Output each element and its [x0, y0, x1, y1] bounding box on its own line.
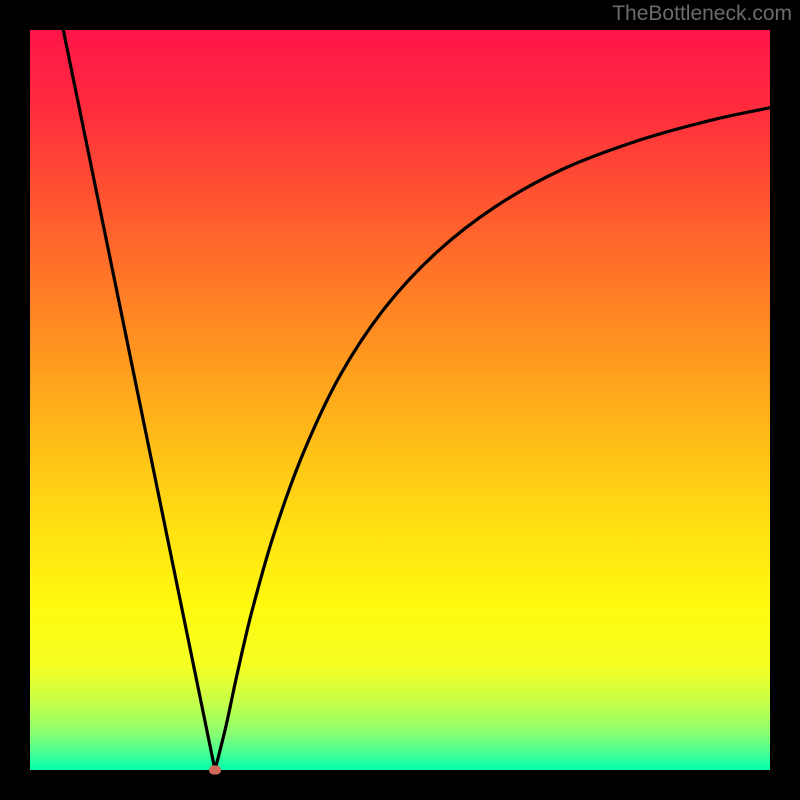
- watermark-text: TheBottleneck.com: [612, 2, 792, 26]
- chart-stage: TheBottleneck.com: [0, 0, 800, 800]
- vertex-marker: [209, 766, 221, 775]
- plot-background: [30, 30, 770, 770]
- chart-svg: [0, 0, 800, 800]
